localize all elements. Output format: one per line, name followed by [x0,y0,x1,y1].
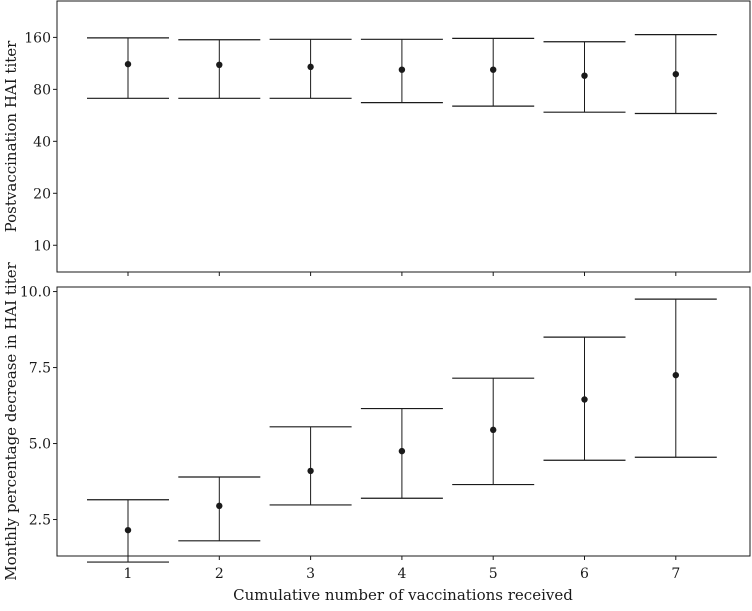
bottom-point-estimate [398,447,406,455]
bottom-ylabel: Monthly percentage decrease in HAI titer [2,261,20,580]
xtick-label: 6 [580,566,589,582]
top-point-estimate [490,66,497,73]
top-point-estimate [581,72,588,79]
xtick-label: 7 [671,566,680,582]
top-ytick-label: 20 [33,186,51,202]
bottom-ytick-label: 5.0 [29,437,51,453]
bottom-ytick-label: 2.5 [29,513,51,529]
top-point-estimate [672,70,679,78]
xtick-label: 1 [124,566,133,582]
xtick-label: 4 [397,566,406,582]
xtick-label: 2 [215,566,224,582]
xtick-label: 3 [306,566,315,582]
bottom-point-estimate [216,502,223,510]
top-panel-frame [56,0,751,273]
top-point-estimate [398,66,406,73]
bottom-panel-frame [56,286,751,557]
bottom-point-estimate [581,396,588,403]
top-ylabel: Postvaccination HAI titer [2,40,20,232]
bottom-point-estimate [124,526,132,534]
top-ytick-label: 40 [33,134,51,150]
top-point-estimate [216,61,223,69]
top-point-estimate [124,60,132,68]
bottom-point-estimate [490,426,497,434]
top-ytick-label: 160 [24,30,51,46]
bottom-point-estimate [307,467,314,475]
bottom-ytick-label: 10.0 [20,285,51,301]
bottom-point-estimate [672,371,679,379]
top-ytick-label: 80 [33,82,51,98]
xtick-label: 5 [489,566,498,582]
top-ytick-label: 10 [33,238,51,254]
bottom-ytick-label: 7.5 [29,361,51,377]
top-point-estimate [307,63,314,71]
xlabel: Cumulative number of vaccinations receiv… [233,586,573,604]
